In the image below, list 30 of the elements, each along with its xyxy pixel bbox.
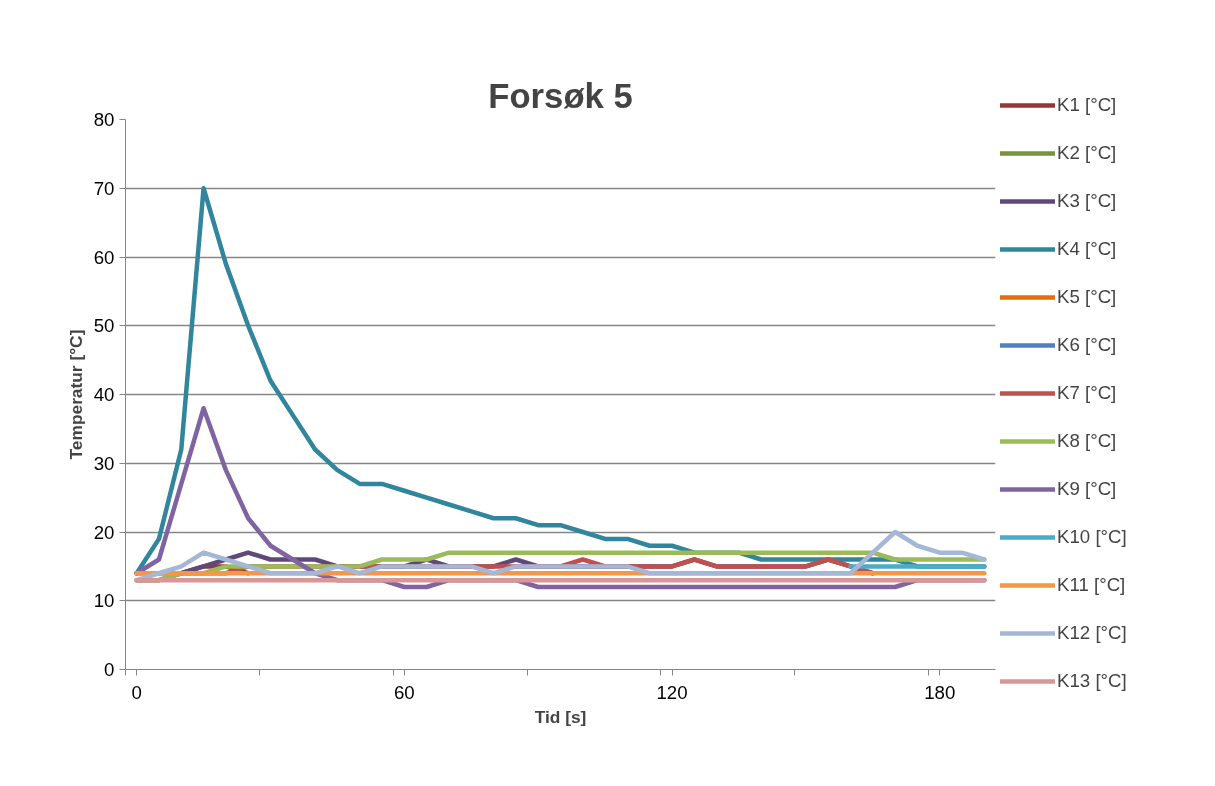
legend-label: K9 [°C] (1057, 478, 1117, 500)
x-axis-title: Tid [s] (534, 706, 587, 727)
legend-label: K11 [°C] (1057, 574, 1126, 596)
legend-label: K5 [°C] (1057, 286, 1117, 308)
y-tick-label: 0 (104, 659, 115, 680)
x-tick-label: 180 (924, 681, 956, 703)
x-tick-label: 0 (131, 681, 142, 703)
legend-label: K7 [°C] (1057, 382, 1117, 404)
legend-label: K6 [°C] (1057, 334, 1117, 356)
legend-label: K13 [°C] (1057, 670, 1127, 692)
y-tick-label: 70 (93, 177, 115, 199)
x-tick-label: 120 (656, 681, 688, 703)
legend-label: K4 [°C] (1057, 238, 1117, 260)
y-tick-label: 50 (93, 315, 115, 337)
legend-label: K10 [°C] (1057, 526, 1127, 548)
y-tick-label: 80 (93, 109, 115, 130)
x-tick-label: 60 (393, 681, 415, 703)
legend-label: K2 [°C] (1057, 142, 1117, 164)
legend-label: K1 [°C] (1057, 94, 1117, 116)
y-tick-label: 60 (93, 246, 115, 268)
y-tick-label: 40 (93, 384, 115, 405)
legend-label: K8 [°C] (1057, 430, 1117, 452)
y-tick-label: 10 (93, 590, 115, 612)
chart-title: Forsøk 5 (488, 76, 633, 115)
legend-label: K3 [°C] (1057, 190, 1117, 212)
y-tick-label: 30 (93, 452, 115, 474)
y-tick-label: 20 (93, 521, 115, 543)
line-series (134, 529, 987, 583)
y-axis-title: Temperatur [°C] (65, 329, 86, 460)
legend-label: K12 [°C] (1057, 622, 1127, 644)
